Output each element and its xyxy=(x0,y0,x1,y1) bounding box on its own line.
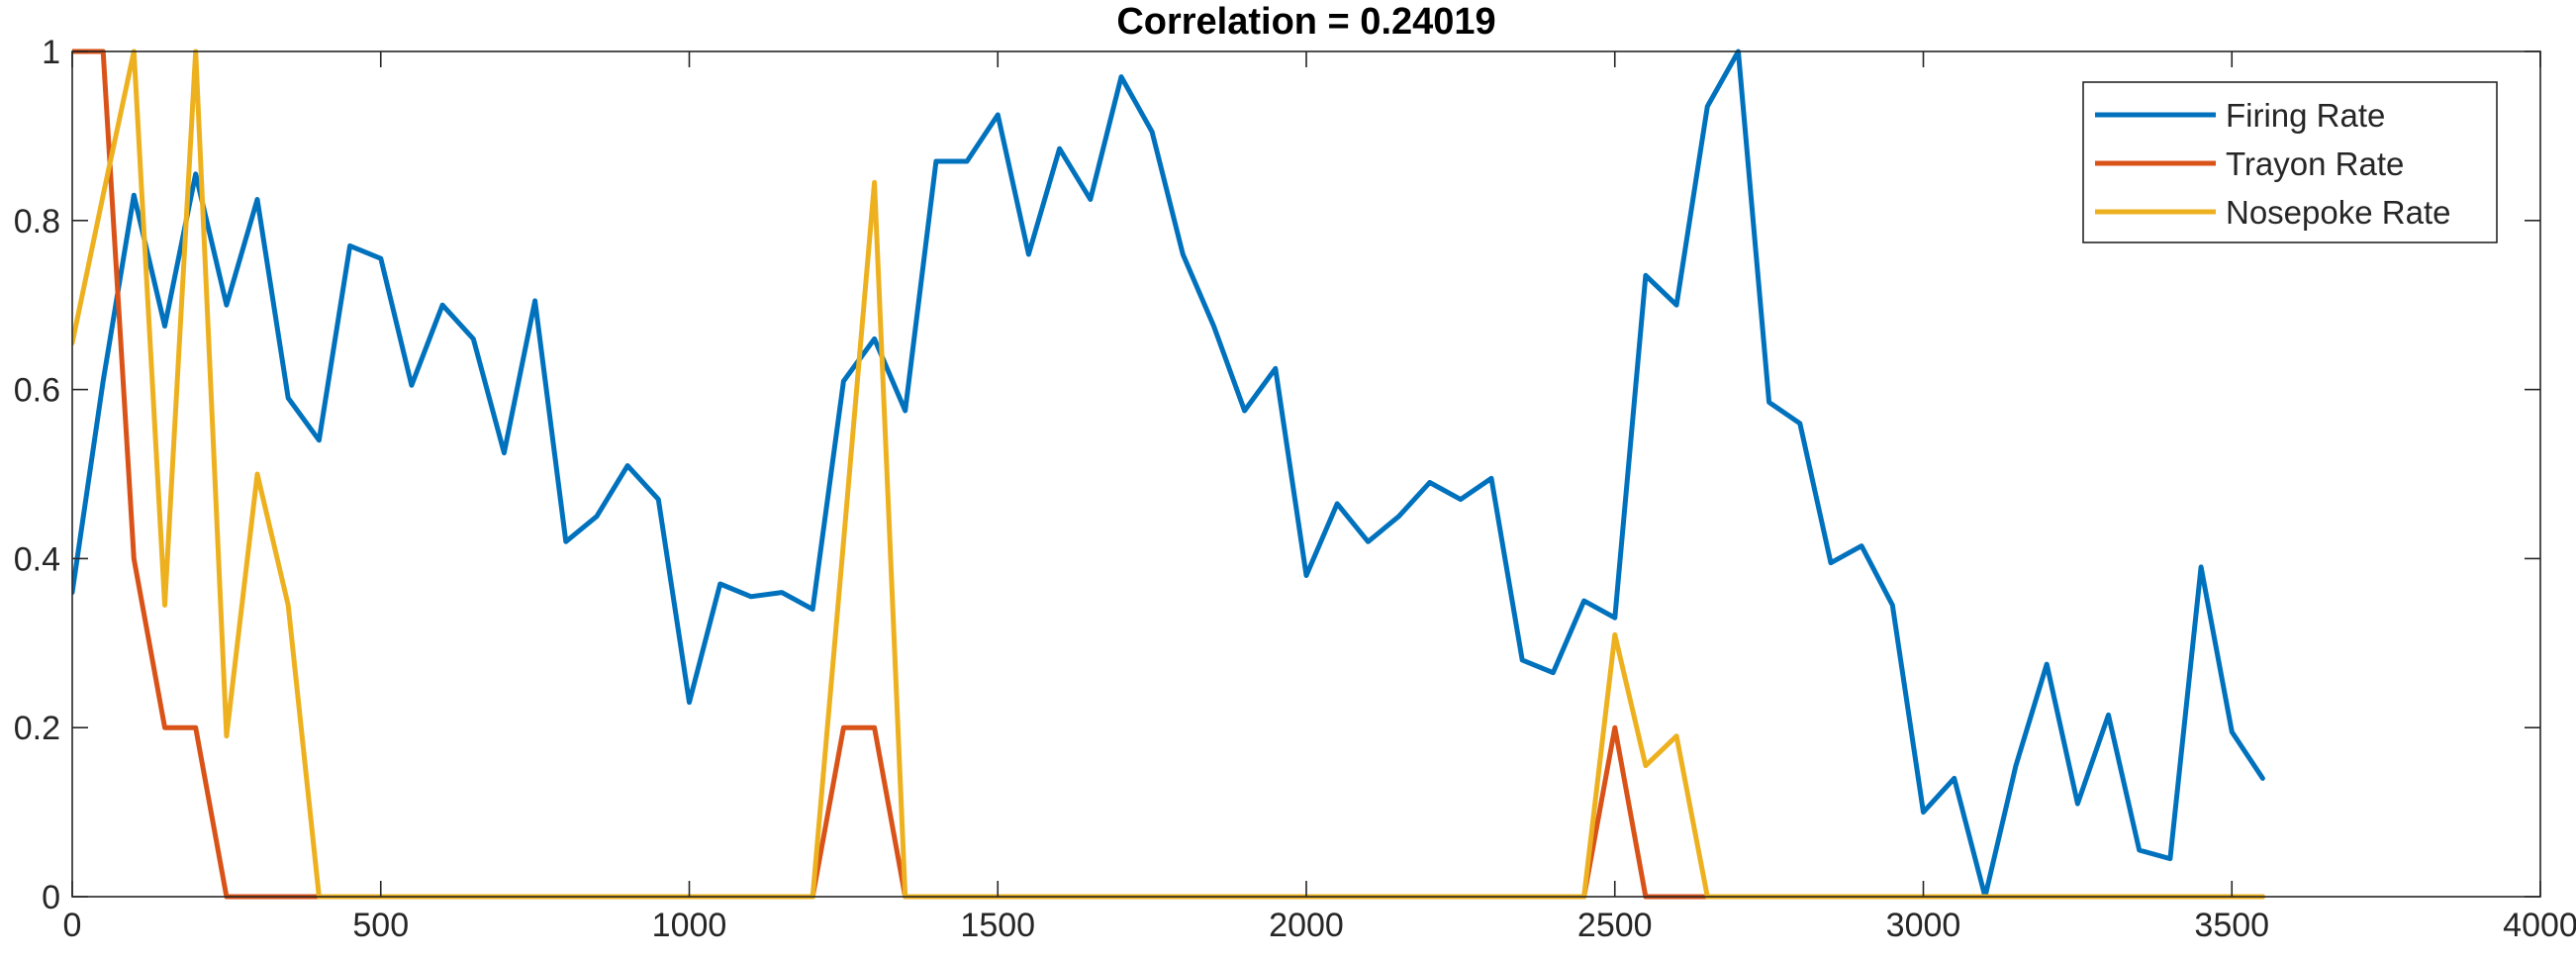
x-tick-label: 3000 xyxy=(1886,907,1961,944)
y-tick-label: 0.6 xyxy=(14,372,60,410)
x-tick-label: 2000 xyxy=(1269,907,1344,944)
legend-label-firing-rate: Firing Rate xyxy=(2226,97,2385,134)
x-tick-label: 1000 xyxy=(652,907,727,944)
x-tick-label: 3500 xyxy=(2194,907,2269,944)
x-tick-label: 0 xyxy=(63,907,82,944)
y-tick-label: 0.8 xyxy=(14,203,60,240)
legend-label-trayon-rate: Trayon Rate xyxy=(2226,145,2404,182)
legend-label-nosepoke-rate: Nosepoke Rate xyxy=(2226,194,2450,231)
y-tick-label: 0.4 xyxy=(14,540,60,578)
y-tick-label: 0 xyxy=(42,879,60,916)
x-tick-label: 4000 xyxy=(2503,907,2576,944)
x-tick-label: 500 xyxy=(352,907,409,944)
series-line-firing-rate xyxy=(72,48,2265,900)
y-tick-label: 1 xyxy=(42,34,60,71)
x-tick-label: 2500 xyxy=(1577,907,1653,944)
y-tick-label: 0.2 xyxy=(14,710,60,747)
x-tick-label: 1500 xyxy=(960,907,1035,944)
chart-title: Correlation = 0.24019 xyxy=(1116,1,1495,43)
legend: Firing Rate Trayon Rate Nosepoke Rate xyxy=(2082,81,2498,243)
